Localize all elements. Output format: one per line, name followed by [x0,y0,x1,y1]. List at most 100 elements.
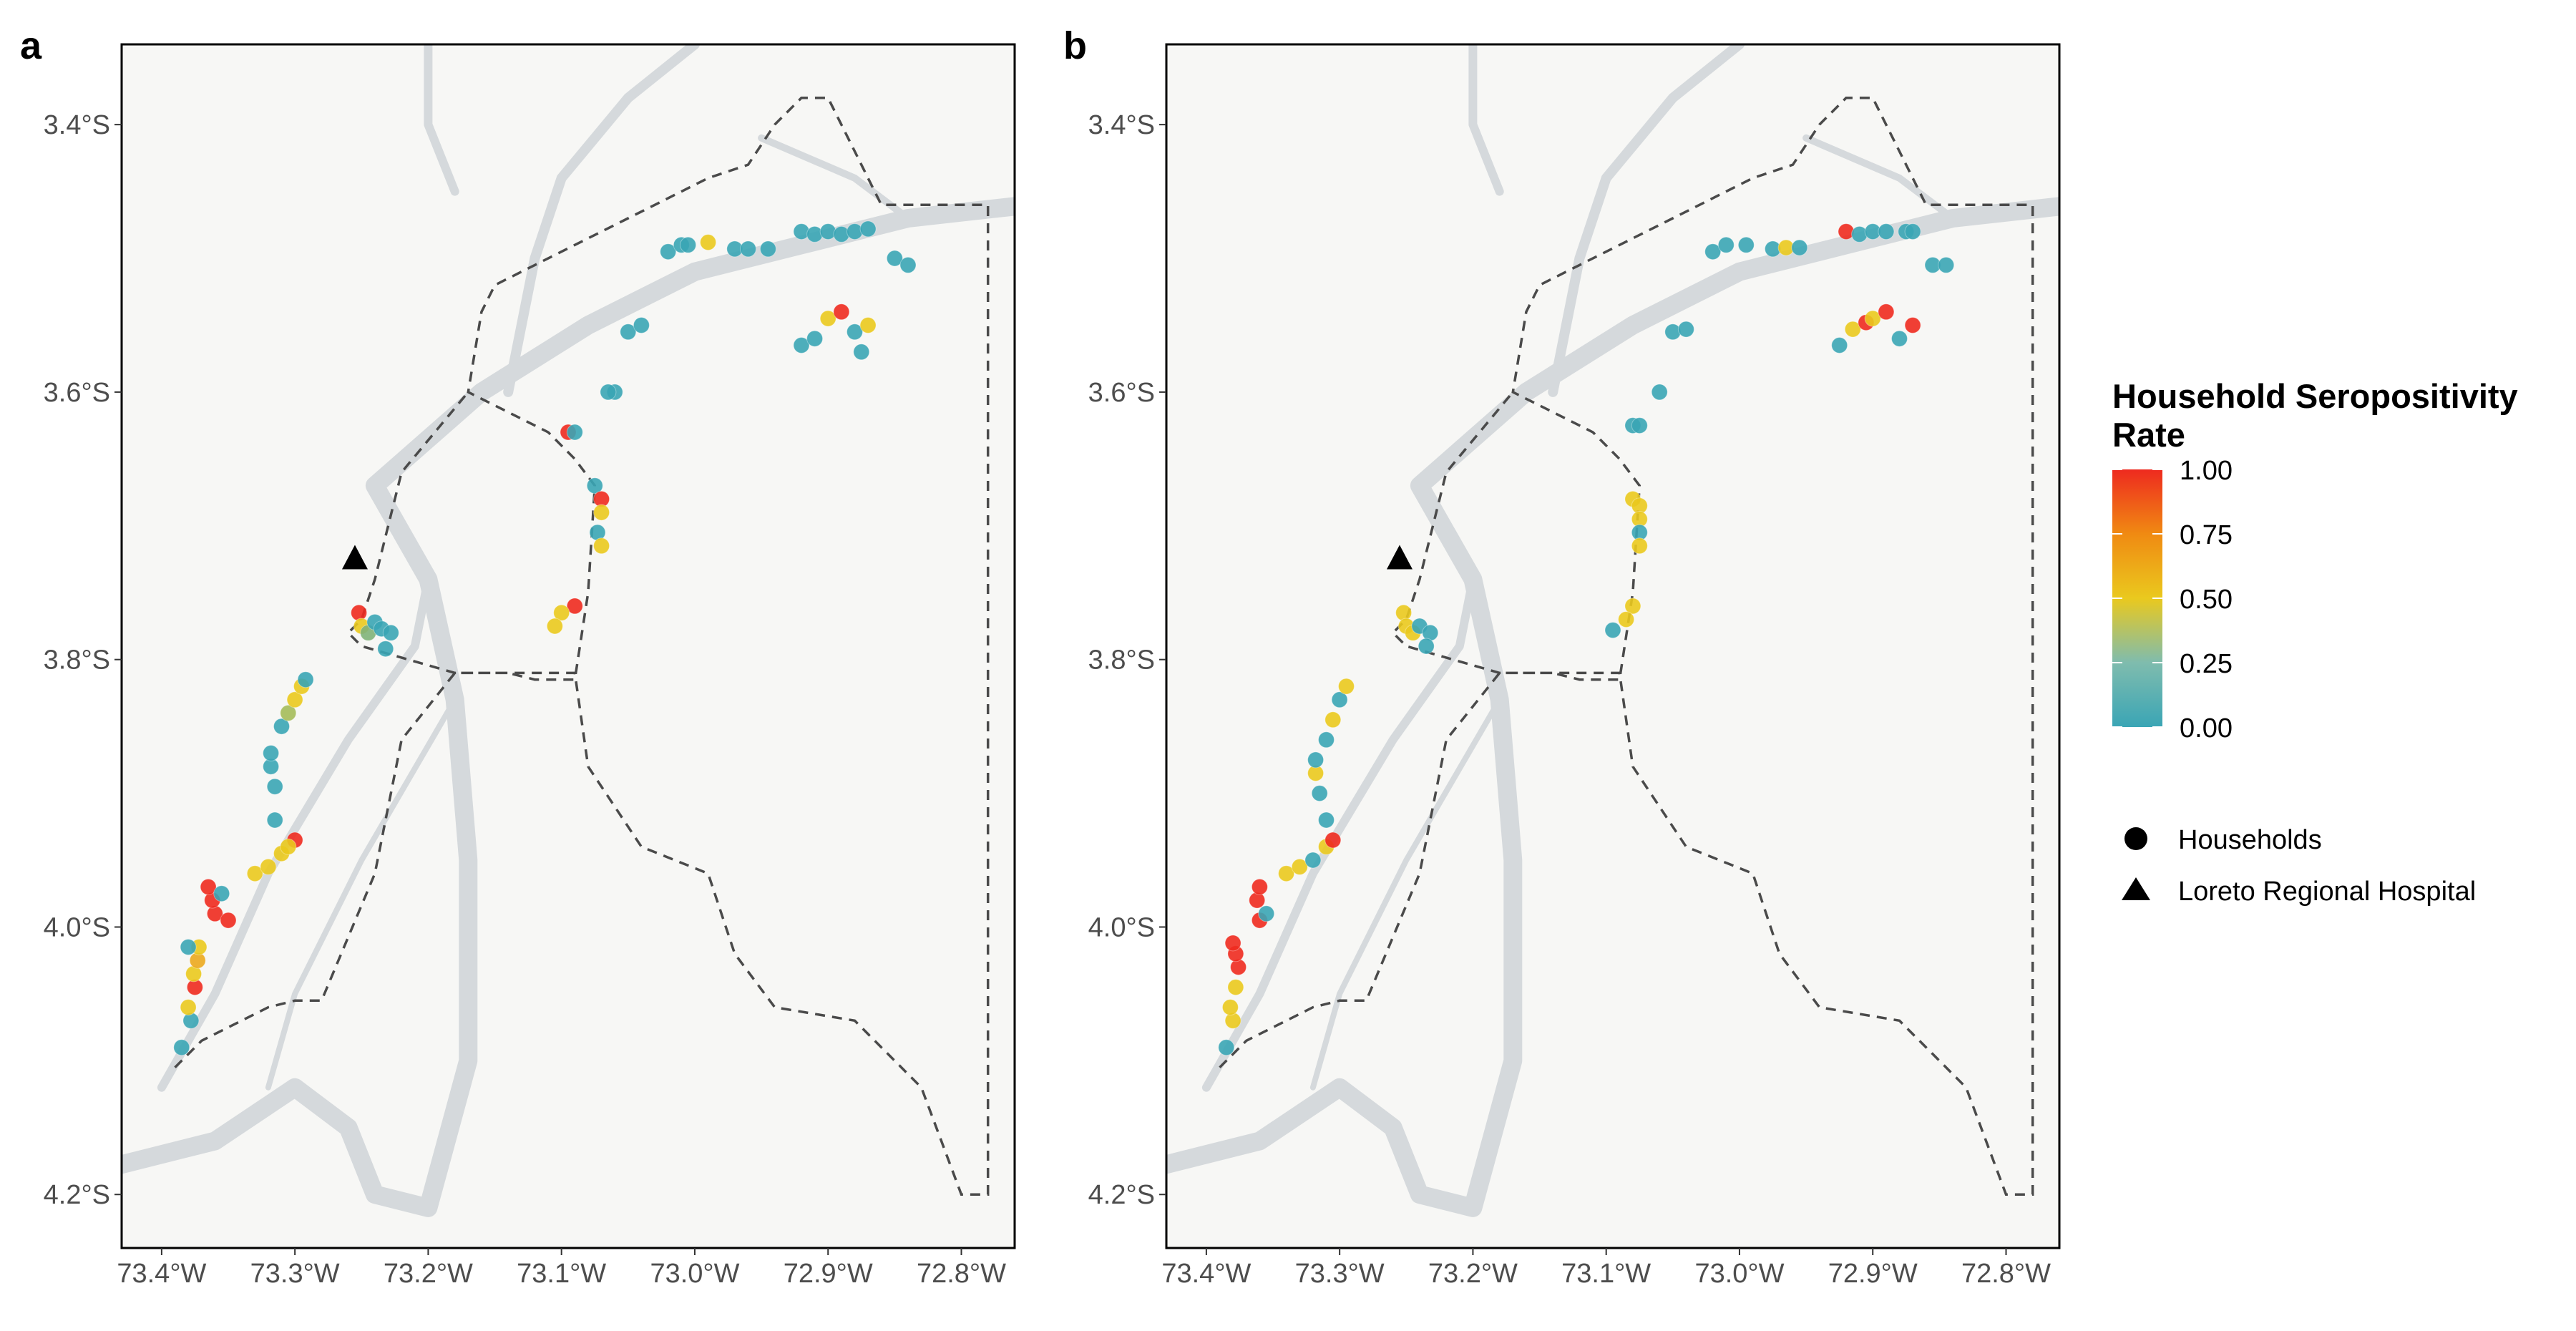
axes-panel-b: 73.4°W 73.3°W 73.2°W 73.1°W 73.0°W 72.9°W 72.8… [1088,110,2051,1289]
household-point [847,323,863,341]
legend: Household Seropositivity Rate 1.00 0.75 … [2112,377,2518,907]
x-tick-label: 73.2°W [1428,1259,1518,1289]
household-point [859,220,877,238]
legend-title-line2: Rate [2112,416,2185,454]
household-point [377,640,394,658]
household-point [1838,223,1855,240]
household-point [680,236,697,253]
household-point [1338,678,1355,695]
household-point [1624,598,1641,615]
y-tick-label: 3.8°S [1088,645,1155,676]
x-tick-label: 73.0°W [1694,1259,1784,1289]
household-point [280,704,297,721]
y-tick-label: 4.2°S [1088,1180,1155,1210]
household-point [593,504,610,521]
household-point [1395,604,1413,621]
panel-frame [1165,43,2061,1249]
household-point [297,671,314,688]
panel-b-letter: b [1063,24,1087,67]
household-point [173,1039,190,1056]
household-point [1618,611,1635,628]
household-point [546,618,563,635]
households-legend-label: Households [2178,825,2322,855]
household-point [1218,1039,1235,1056]
household-point [351,604,368,621]
household-point [266,811,283,829]
household-point [819,223,836,240]
study-area-boundary [174,97,990,1196]
household-point [246,865,263,882]
y-tick-label: 4.0°S [44,912,110,942]
household-point [1230,959,1247,975]
household-point [600,384,617,401]
study-area-boundary [1219,97,2034,1196]
household-points [173,220,917,1056]
household-point [586,477,603,494]
colorbar-label-1: 1.00 [2180,456,2233,486]
household-point [1318,811,1335,829]
household-point [1631,417,1648,434]
y-tick-label: 4.0°S [1088,912,1155,942]
x-tick-label: 73.3°W [250,1259,340,1289]
household-point [566,424,583,441]
x-tick-label: 73.1°W [517,1259,606,1289]
household-point [700,234,717,251]
household-point [382,624,399,641]
household-point [280,838,297,855]
household-point [200,878,217,895]
household-point [660,243,677,260]
household-point [593,537,610,555]
household-point [1278,865,1295,882]
household-point [1307,751,1324,769]
household-point [1831,337,1848,354]
y-tick-label: 3.4°S [44,110,110,140]
household-point [1904,223,1921,240]
colorbar-label-0: 0.00 [2180,713,2233,743]
household-point [759,240,776,258]
household-point [553,604,570,621]
household-point [1904,317,1921,333]
x-tick-label: 73.3°W [1295,1259,1385,1289]
household-point [180,999,197,1016]
x-tick-label: 72.8°W [917,1259,1006,1289]
household-point [1418,638,1435,655]
y-tick-label: 3.4°S [1088,110,1155,140]
household-point [806,330,824,347]
hospital-legend-label: Loreto Regional Hospital [2178,877,2476,907]
household-point [833,225,850,243]
households-legend-icon [2124,827,2147,850]
household-point [286,691,303,708]
x-tick-label: 73.4°W [1161,1259,1251,1289]
colorbar-ticks [2112,469,2162,728]
household-point [633,317,650,333]
study-area-boundary-line [1219,97,2034,1196]
household-point [1258,905,1275,922]
map-background [122,44,1015,1248]
map-panel-a: 73.4°W 73.3°W 73.2°W 73.1°W 73.0°W 72.9°W 72.8… [44,43,1016,1289]
household-point [220,912,237,929]
household-point [1631,537,1648,555]
household-point [1224,935,1241,952]
household-point [566,598,583,615]
household-point [859,317,877,333]
basemap-rivers [122,44,1015,1217]
hospital-legend-icon [2122,877,2150,900]
household-point [1844,321,1861,338]
map-panel-b: 73.4°W 73.3°W 73.2°W 73.1°W 73.0°W 72.9°W 72.8… [1088,43,2061,1289]
colorbar-label-025: 0.25 [2180,649,2233,679]
household-point [806,225,824,243]
hospital-triangle [341,545,368,570]
household-point [1704,243,1722,260]
panel-frame [120,43,1016,1249]
household-point [182,1012,200,1029]
colorbar-label-050: 0.50 [2180,585,2233,615]
household-point [1891,330,1908,347]
y-tick-label: 3.6°S [44,378,110,408]
household-point [1878,223,1895,240]
household-points [1218,223,1955,1056]
household-point [819,310,836,327]
x-tick-label: 72.9°W [1828,1259,1918,1289]
y-tick-label: 3.8°S [44,645,110,676]
household-point [1324,711,1342,728]
household-point [847,223,863,240]
